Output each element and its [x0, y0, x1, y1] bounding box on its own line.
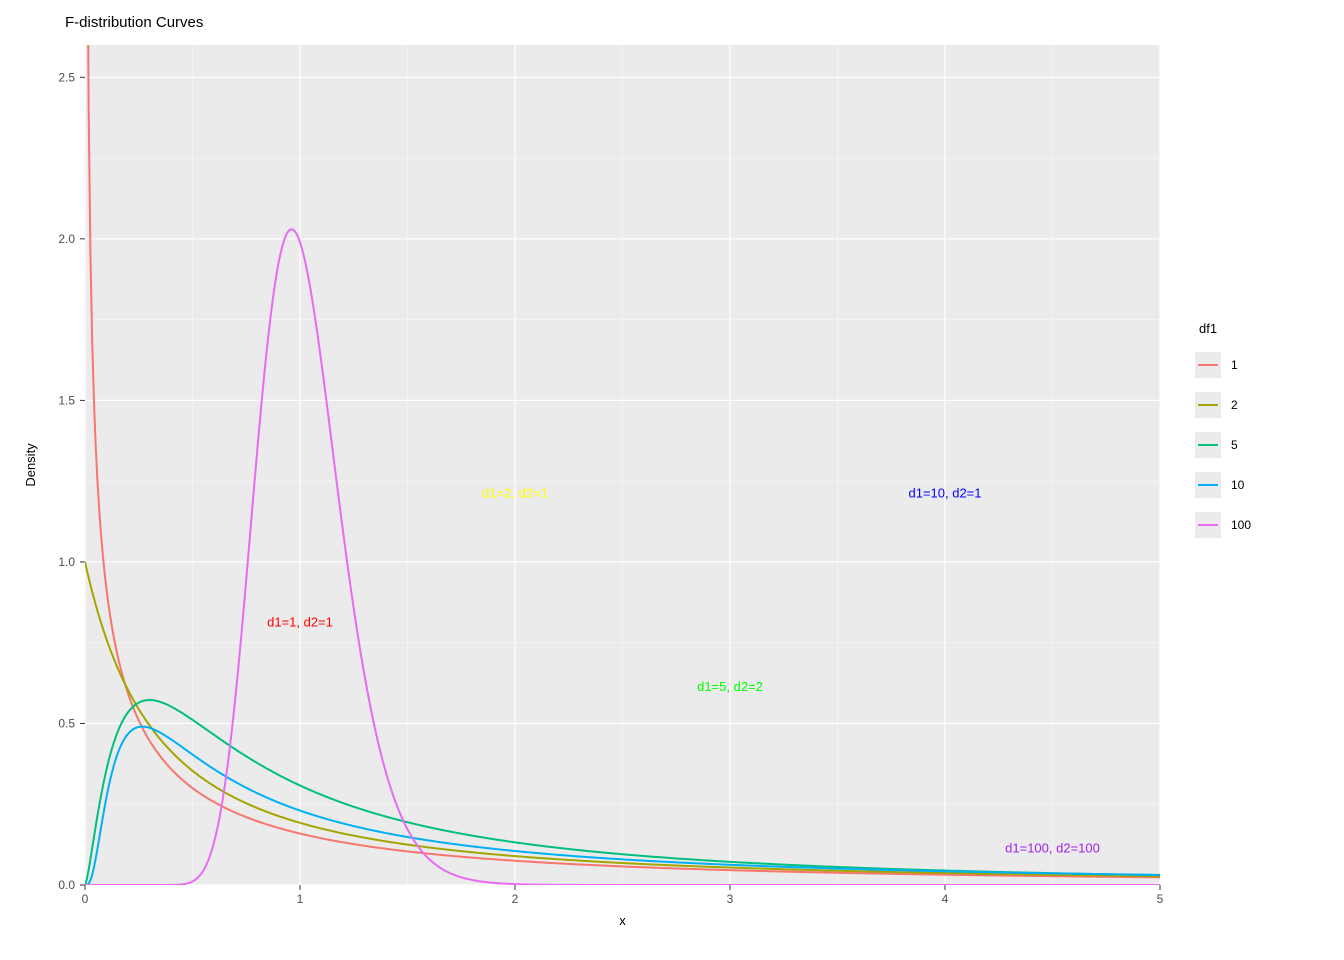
- annotation: d1=100, d2=100: [1005, 841, 1100, 856]
- x-tick-label: 4: [942, 892, 949, 906]
- x-tick-label: 1: [297, 892, 304, 906]
- annotation: d1=5, d2=2: [697, 679, 763, 694]
- legend-title: df1: [1199, 321, 1217, 336]
- y-tick-label: 2.0: [58, 232, 75, 246]
- y-tick-label: 0.5: [58, 716, 75, 730]
- legend-label: 5: [1231, 438, 1238, 452]
- x-tick-label: 2: [512, 892, 519, 906]
- y-axis-label: Density: [23, 443, 38, 487]
- x-tick-label: 3: [727, 892, 734, 906]
- x-axis-label: x: [619, 913, 626, 928]
- legend-label: 2: [1231, 398, 1238, 412]
- x-tick-label: 0: [82, 892, 89, 906]
- y-tick-label: 0.0: [58, 878, 75, 892]
- x-tick-label: 5: [1157, 892, 1164, 906]
- legend-label: 1: [1231, 358, 1238, 372]
- annotation: d1=10, d2=1: [908, 485, 981, 500]
- annotation: d1=2, d2=1: [482, 485, 548, 500]
- annotation: d1=1, d2=1: [267, 615, 333, 630]
- legend-label: 100: [1231, 518, 1251, 532]
- y-tick-label: 2.5: [58, 70, 75, 84]
- y-tick-label: 1.5: [58, 393, 75, 407]
- legend-label: 10: [1231, 478, 1245, 492]
- y-tick-label: 1.0: [58, 555, 75, 569]
- chart-title: F-distribution Curves: [65, 14, 203, 31]
- legend: df1 1 2 5 10 100: [1195, 321, 1305, 545]
